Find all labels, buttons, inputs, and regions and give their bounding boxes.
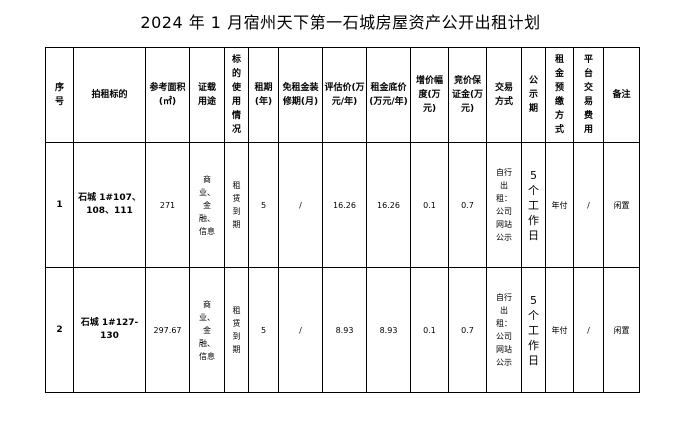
cell-prepay: 年付 xyxy=(545,142,574,268)
header-reserve: 租金底价(万元/年) xyxy=(366,47,411,143)
header-use: 标的使用情况 xyxy=(224,47,249,143)
cell-use: 租赁到期 xyxy=(224,267,249,393)
cell-use: 租赁到期 xyxy=(224,142,249,268)
header-target: 拍租标的 xyxy=(73,47,146,143)
cell-remark: 闲置 xyxy=(603,142,640,268)
cell-prepay: 年付 xyxy=(545,267,574,393)
cell-term: 5 xyxy=(248,142,279,268)
header-notice-period: 公示期 xyxy=(521,47,546,143)
header-increment: 增价幅度(万元) xyxy=(410,47,449,143)
cell-seq: 2 xyxy=(45,267,74,393)
header-deposit: 竞价保证金(万元) xyxy=(448,47,487,143)
header-platform-fee: 平台交易费用 xyxy=(573,47,604,143)
rental-plan-table: 序号 拍租标的 参考面积(㎡) 证载用途 标的使用情况 租期(年) 免租金装修期… xyxy=(45,47,640,393)
header-row: 序号 拍租标的 参考面积(㎡) 证载用途 标的使用情况 租期(年) 免租金装修期… xyxy=(45,47,640,143)
cell-deposit: 0.7 xyxy=(448,267,487,393)
header-prepay: 租金预缴方式 xyxy=(545,47,574,143)
cell-trade-method: 自行出租：公司网站公示 xyxy=(486,142,522,268)
table-row: 2 石城 1#127-130 297.67 商业、金融、信息 租赁到期 5 / … xyxy=(45,267,640,393)
cell-remark: 闲置 xyxy=(603,267,640,393)
document-title: 2024 年 1 月宿州天下第一石城房屋资产公开出租计划 xyxy=(140,13,541,32)
cell-reserve: 16.26 xyxy=(366,142,411,268)
cell-platform-fee: / xyxy=(573,142,604,268)
cell-valuation: 8.93 xyxy=(322,267,367,393)
cell-free-rent: / xyxy=(278,267,323,393)
header-seq: 序号 xyxy=(45,47,74,143)
cell-trade-method: 自行出租：公司网站公示 xyxy=(486,267,522,393)
cell-area: 297.67 xyxy=(145,267,190,393)
header-area: 参考面积(㎡) xyxy=(145,47,190,143)
cell-cert-use: 商业、金融、信息 xyxy=(189,267,225,393)
cell-free-rent: / xyxy=(278,142,323,268)
cell-increment: 0.1 xyxy=(410,142,449,268)
cell-target: 石城 1#127-130 xyxy=(73,267,146,393)
cell-area: 271 xyxy=(145,142,190,268)
header-remark: 备注 xyxy=(603,47,640,143)
cell-notice-period: 5个工作日 xyxy=(521,267,546,393)
cell-reserve: 8.93 xyxy=(366,267,411,393)
header-trade-method: 交易方式 xyxy=(486,47,522,143)
table-row: 1 石城 1#107、108、111 271 商业、金融、信息 租赁到期 5 /… xyxy=(45,142,640,268)
cell-target: 石城 1#107、108、111 xyxy=(73,142,146,268)
header-free-rent: 免租金装修期(月) xyxy=(278,47,323,143)
cell-valuation: 16.26 xyxy=(322,142,367,268)
header-valuation: 评估价(万元/年) xyxy=(322,47,367,143)
cell-deposit: 0.7 xyxy=(448,142,487,268)
cell-platform-fee: / xyxy=(573,267,604,393)
cell-term: 5 xyxy=(248,267,279,393)
cell-seq: 1 xyxy=(45,142,74,268)
cell-increment: 0.1 xyxy=(410,267,449,393)
header-cert-use: 证载用途 xyxy=(189,47,225,143)
cell-notice-period: 5个工作日 xyxy=(521,142,546,268)
header-term: 租期(年) xyxy=(248,47,279,143)
cell-cert-use: 商业、金融、信息 xyxy=(189,142,225,268)
